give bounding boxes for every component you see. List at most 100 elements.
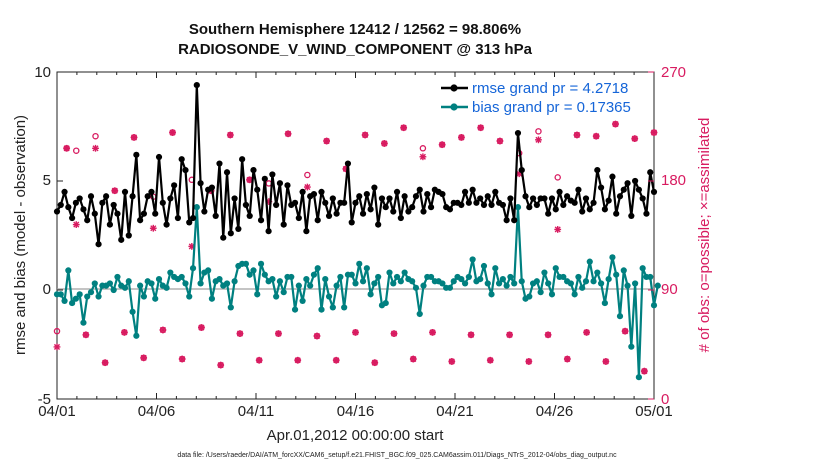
bias-point — [548, 291, 556, 298]
rmse-point — [522, 193, 529, 200]
rmse-point — [575, 186, 582, 193]
bias-point — [639, 265, 646, 272]
legend-rmse-label: rmse grand pr = 4.2718 — [472, 80, 628, 97]
rmse-point — [291, 199, 299, 206]
bias-point — [80, 319, 87, 326]
bias-point — [163, 284, 170, 291]
bias-point — [654, 282, 661, 289]
bias-point — [650, 302, 658, 309]
rmse-point — [590, 199, 597, 206]
rmse-point — [276, 180, 284, 187]
bias-point — [458, 276, 465, 283]
rmse-point — [193, 81, 200, 89]
bias-point — [341, 304, 348, 311]
bias-point — [84, 293, 91, 300]
bias-line — [57, 206, 659, 379]
rmse-point — [367, 206, 374, 213]
obs-assimilated-marker — [592, 132, 600, 140]
rmse-point — [628, 212, 635, 219]
rmse-point — [647, 169, 654, 176]
rmse-point — [53, 208, 61, 215]
bias-point — [193, 204, 200, 211]
obs-assimilated-marker — [294, 356, 302, 364]
obs-assimilated-marker — [380, 140, 388, 147]
obs-assimilated-marker — [563, 355, 571, 363]
rmse-point — [103, 193, 110, 200]
bias-point — [273, 293, 280, 300]
rmse-point — [477, 195, 484, 202]
bias-point — [503, 282, 510, 289]
rmse-point — [325, 212, 333, 219]
bias-point — [216, 276, 223, 283]
bias-series — [53, 204, 661, 381]
x-tick-label: 04/26 — [536, 403, 574, 420]
x-tick-labels: 04/01 04/06 04/11 04/16 04/21 04/26 05/0… — [38, 403, 673, 420]
bias-point — [363, 265, 370, 272]
rmse-point — [582, 195, 590, 202]
bias-point — [114, 273, 121, 281]
bias-point — [61, 297, 68, 304]
bias-point — [140, 293, 148, 300]
bias-point — [261, 271, 268, 278]
rmse-point — [556, 188, 563, 195]
rmse-point — [269, 171, 276, 178]
y-right-tick-label: 90 — [661, 281, 678, 298]
bias-point — [495, 280, 503, 287]
bias-point — [182, 280, 189, 287]
bias-point — [371, 280, 378, 287]
y-tick-label: -5 — [38, 391, 51, 408]
rmse-point — [310, 190, 318, 198]
rmse-point — [140, 210, 148, 217]
rmse-point — [144, 193, 151, 200]
rmse-point — [409, 204, 416, 211]
obs-assimilated-marker — [631, 135, 639, 143]
rmse-point — [341, 199, 348, 206]
obs-assimilated-marker — [583, 328, 590, 336]
bias-point — [552, 265, 559, 272]
rmse-point — [152, 210, 159, 217]
obs-assimilated-marker — [178, 355, 186, 363]
obs-possible-marker — [73, 147, 80, 154]
bias-point — [359, 278, 367, 285]
rmse-point — [526, 204, 533, 211]
rmse-point — [197, 180, 204, 187]
obs-assimilated-marker — [92, 144, 99, 152]
rmse-point — [133, 151, 140, 158]
rmse-point — [616, 193, 624, 200]
bias-point — [624, 282, 631, 289]
plot-area — [56, 71, 655, 400]
rmse-point — [314, 217, 321, 224]
bias-point — [95, 293, 102, 300]
bias-point — [133, 332, 140, 339]
bias-point — [613, 271, 620, 278]
rmse-point — [405, 208, 412, 215]
rmse-point — [178, 156, 185, 163]
obs-assimilated-marker — [63, 144, 71, 152]
rmse-point — [639, 195, 646, 202]
bias-point — [620, 267, 627, 274]
bias-point — [390, 280, 397, 287]
bias-point — [507, 273, 514, 281]
rmse-point — [110, 201, 117, 209]
obs-assimilated-marker — [612, 120, 619, 128]
bias-point — [186, 293, 193, 300]
obs-assimilated-marker — [458, 134, 465, 141]
bias-point — [545, 280, 552, 287]
bias-point — [125, 278, 132, 285]
rmse-point — [620, 186, 627, 193]
rmse-point — [223, 169, 231, 176]
bias-point — [57, 291, 64, 298]
bias-point — [205, 267, 212, 274]
bias-point — [152, 295, 159, 302]
rmse-point — [401, 193, 408, 200]
obs-assimilated-marker — [419, 153, 427, 161]
rmse-point — [333, 210, 340, 217]
bias-point — [307, 282, 314, 289]
rmse-point — [121, 188, 129, 195]
bias-point — [325, 293, 333, 300]
rmse-point — [189, 214, 197, 222]
legend-bias-label: bias grand pr = 0.17365 — [472, 99, 631, 116]
obs-assimilated-marker — [602, 358, 610, 365]
bias-point — [197, 280, 204, 287]
